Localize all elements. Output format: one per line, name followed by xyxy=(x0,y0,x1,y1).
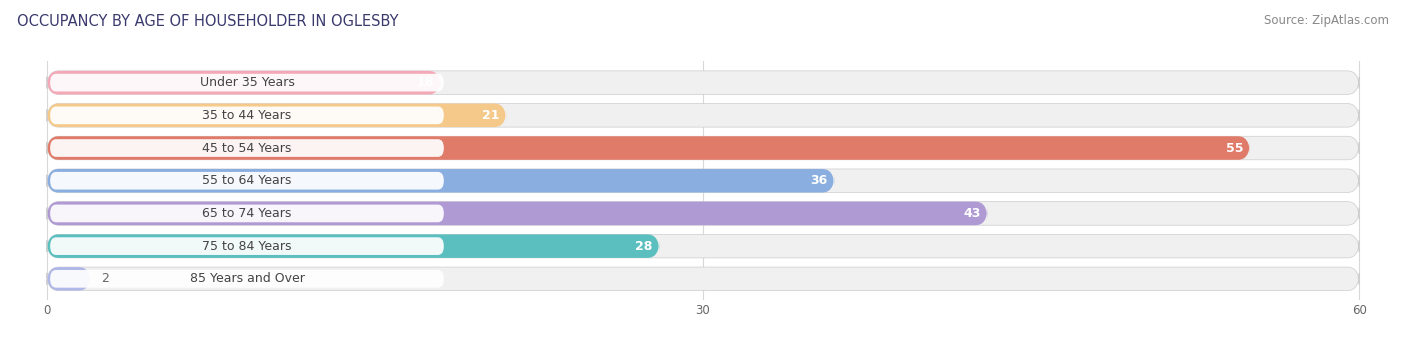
Text: 2: 2 xyxy=(101,272,110,285)
Text: 36: 36 xyxy=(810,174,828,187)
Text: 85 Years and Over: 85 Years and Over xyxy=(190,272,305,285)
FancyBboxPatch shape xyxy=(46,202,987,225)
FancyBboxPatch shape xyxy=(51,237,444,255)
FancyBboxPatch shape xyxy=(46,234,1360,258)
Text: 35 to 44 Years: 35 to 44 Years xyxy=(202,109,291,122)
Text: 55 to 64 Years: 55 to 64 Years xyxy=(202,174,291,187)
FancyBboxPatch shape xyxy=(46,267,1360,291)
FancyBboxPatch shape xyxy=(51,74,444,91)
Text: 18: 18 xyxy=(416,76,434,89)
Text: 65 to 74 Years: 65 to 74 Years xyxy=(202,207,291,220)
FancyBboxPatch shape xyxy=(46,71,440,94)
FancyBboxPatch shape xyxy=(46,169,1360,193)
FancyBboxPatch shape xyxy=(51,139,444,157)
Text: 28: 28 xyxy=(636,240,652,253)
FancyBboxPatch shape xyxy=(51,270,444,288)
FancyBboxPatch shape xyxy=(46,104,1360,127)
FancyBboxPatch shape xyxy=(46,202,1360,225)
FancyBboxPatch shape xyxy=(46,267,90,291)
FancyBboxPatch shape xyxy=(46,104,506,127)
Text: 75 to 84 Years: 75 to 84 Years xyxy=(202,240,291,253)
FancyBboxPatch shape xyxy=(46,71,1360,94)
Text: 21: 21 xyxy=(482,109,499,122)
FancyBboxPatch shape xyxy=(46,234,659,258)
Text: 43: 43 xyxy=(963,207,981,220)
FancyBboxPatch shape xyxy=(46,136,1360,160)
FancyBboxPatch shape xyxy=(51,172,444,190)
FancyBboxPatch shape xyxy=(51,106,444,124)
Text: 45 to 54 Years: 45 to 54 Years xyxy=(202,142,291,154)
Text: 55: 55 xyxy=(1226,142,1243,154)
Text: Under 35 Years: Under 35 Years xyxy=(200,76,294,89)
Text: Source: ZipAtlas.com: Source: ZipAtlas.com xyxy=(1264,14,1389,27)
FancyBboxPatch shape xyxy=(51,205,444,222)
FancyBboxPatch shape xyxy=(46,169,834,193)
Text: OCCUPANCY BY AGE OF HOUSEHOLDER IN OGLESBY: OCCUPANCY BY AGE OF HOUSEHOLDER IN OGLES… xyxy=(17,14,398,29)
FancyBboxPatch shape xyxy=(46,136,1250,160)
